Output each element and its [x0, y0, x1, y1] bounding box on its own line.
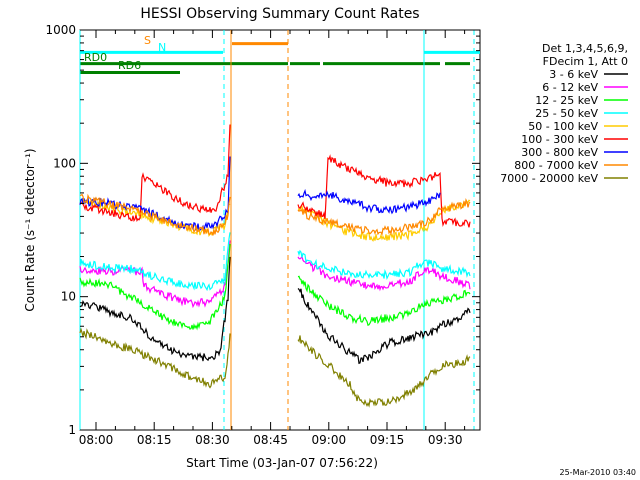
legend-entry-label-3: 25 - 50 keV [535, 107, 598, 120]
legend-layer: Det 1,3,4,5,6,9,FDecim 1, Att 03 - 6 keV… [500, 42, 628, 185]
y-tick-label-2: 100 [53, 156, 76, 170]
legend-entry-label-6: 300 - 800 keV [521, 146, 598, 159]
y-tick-label-3: 1000 [45, 23, 76, 37]
footer-timestamp: 25-Mar-2010 03:40 [560, 468, 637, 477]
x-tick-label-3: 08:45 [253, 433, 288, 447]
series-line-7-0 [79, 193, 231, 236]
series-line-5-1 [297, 154, 471, 228]
x-tick-label-2: 08:30 [195, 433, 230, 447]
series-line-2-0 [79, 243, 231, 331]
legend-entry-label-7: 800 - 7000 keV [514, 159, 598, 172]
rd0-label: RD0 [84, 51, 107, 64]
series-line-8-1 [297, 335, 471, 408]
y-tick-label-0: 1 [68, 423, 76, 437]
x-tick-label-4: 09:00 [312, 433, 347, 447]
x-tick-label-0: 08:00 [79, 433, 114, 447]
series-line-1-0 [79, 240, 231, 309]
series-line-1-1 [297, 255, 471, 292]
series-line-8-0 [79, 327, 231, 389]
legend-entry-label-0: 3 - 6 keV [549, 68, 598, 81]
legend-entry-label-4: 50 - 100 keV [528, 120, 598, 133]
legend-entry-label-8: 7000 - 20000 keV [500, 172, 598, 185]
x-tick-label-6: 09:30 [428, 433, 463, 447]
x-tick-label-1: 08:15 [137, 433, 172, 447]
legend-entry-label-2: 12 - 25 keV [535, 94, 598, 107]
y-axis-label: Count Rate (s⁻¹ detector⁻¹) [23, 148, 37, 311]
series-layer [79, 124, 471, 408]
legend-header-0: Det 1,3,4,5,6,9, [542, 42, 628, 55]
series-line-0-0 [79, 256, 231, 362]
legend-entry-label-1: 6 - 12 keV [542, 81, 598, 94]
series-line-3-0 [79, 232, 231, 292]
flags-layer [80, 42, 480, 75]
x-tick-label-5: 09:15 [370, 433, 405, 447]
series-line-6-1 [297, 188, 441, 215]
y-tick-label-1: 10 [61, 290, 76, 304]
s-label: S [144, 34, 151, 47]
chart-title: HESSI Observing Summary Count Rates [140, 6, 419, 22]
ticks-layer: 08:00 08:15 08:30 08:45 09:00 09:15 09:30 1 10 10… [45, 23, 480, 447]
n-label: N [158, 41, 166, 54]
series-line-7-1 [297, 198, 471, 236]
series-line-2-1 [297, 275, 471, 327]
vertical-lines-layer [79, 30, 475, 430]
series-line-5-0 [79, 124, 231, 223]
legend-header-1: FDecim 1, Att 0 [543, 55, 628, 68]
rd6-label: RD6 [118, 59, 141, 72]
series-line-0-1 [297, 288, 471, 365]
series-line-6-0 [79, 156, 231, 233]
legend-entry-label-5: 100 - 300 keV [521, 133, 598, 146]
x-axis-label: Start Time (03-Jan-07 07:56:22) [186, 456, 378, 470]
series-line-3-1 [297, 249, 471, 280]
